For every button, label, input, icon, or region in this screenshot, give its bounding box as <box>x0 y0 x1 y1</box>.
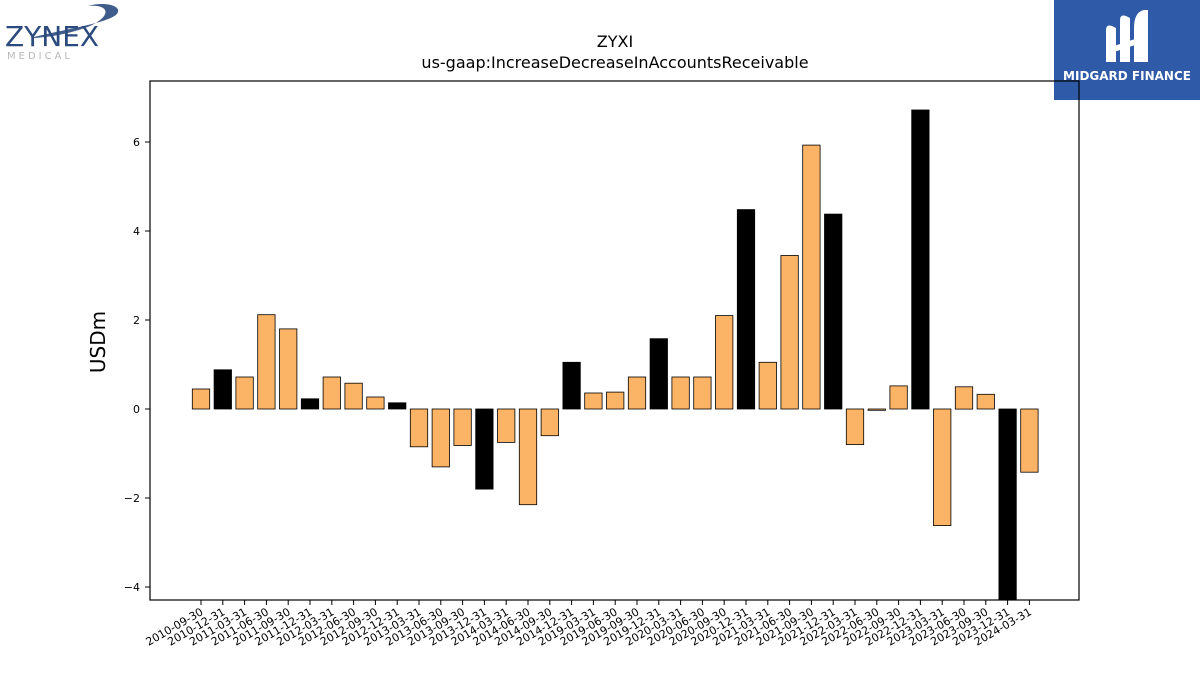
bar-2023-06-30 <box>954 386 974 410</box>
bar-2013-12-31 <box>475 408 494 490</box>
bar-2022-03-31 <box>845 408 865 445</box>
y-tick-label: 0 <box>133 403 140 416</box>
bar-2011-03-31 <box>235 376 254 410</box>
y-tick-label: −2 <box>124 492 140 505</box>
y-tick-label: 4 <box>133 225 140 238</box>
bar-2014-06-30 <box>518 408 538 506</box>
y-tick-label: 2 <box>133 314 140 327</box>
chart-title: ZYXI <box>597 32 633 51</box>
bar-2021-06-30 <box>780 255 799 410</box>
bar-2019-12-31 <box>649 338 668 410</box>
bars-group <box>191 109 1039 601</box>
bar-2020-03-31 <box>671 376 690 410</box>
bar-2014-09-30 <box>540 408 559 437</box>
midgard-finance-logo: MIDGARD FINANCE <box>1054 0 1200 100</box>
bar-2013-06-30 <box>431 408 450 468</box>
bar-2019-03-31 <box>584 392 603 410</box>
bar-2023-09-30 <box>976 393 995 410</box>
bar-2010-12-31 <box>213 369 232 410</box>
bar-2012-12-31 <box>388 402 407 410</box>
bar-2014-03-31 <box>497 408 516 443</box>
bar-2022-06-30 <box>867 408 886 411</box>
bar-2011-09-30 <box>279 328 298 410</box>
bar-2022-12-31 <box>911 109 930 410</box>
chart-subtitle: us-gaap:IncreaseDecreaseInAccountsReceiv… <box>421 53 808 72</box>
bar-2013-03-31 <box>409 408 429 448</box>
medical-logo-text: MEDICAL <box>7 51 73 62</box>
y-tick-label: −4 <box>124 581 140 594</box>
y-ticks-group: −4 −2 0 2 4 6 <box>124 136 150 594</box>
zynex-medical-logo: ZYNEX MEDICAL <box>5 4 119 62</box>
plot-frame <box>149 80 1080 601</box>
bar-2024-03-31 <box>1020 408 1039 473</box>
x-ticks-group: 2010-09-302010-12-312011-03-312011-06-30… <box>144 600 1034 649</box>
y-tick-label: 6 <box>133 136 140 149</box>
midgard-emblem-icon <box>1106 10 1148 62</box>
midgard-logo-text: MIDGARD FINANCE <box>1063 69 1191 83</box>
bar-2023-03-31 <box>933 408 952 526</box>
bar-2014-12-31 <box>562 361 581 410</box>
bar-2021-12-31 <box>824 213 843 410</box>
bar-2010-09-30 <box>191 388 211 410</box>
bar-2020-12-31 <box>736 209 756 410</box>
bar-2020-09-30 <box>715 315 734 410</box>
bar-2011-12-31 <box>300 398 320 410</box>
bar-2012-09-30 <box>366 396 385 410</box>
bar-2011-06-30 <box>257 314 276 410</box>
bar-2021-03-31 <box>758 361 777 410</box>
bar-2013-09-30 <box>453 408 472 446</box>
bar-2021-09-30 <box>802 144 821 410</box>
y-axis-label: USDm <box>86 311 110 373</box>
zynex-logo-text: ZYNEX <box>5 20 99 53</box>
bar-2012-06-30 <box>344 382 363 410</box>
bar-2020-06-30 <box>693 376 712 410</box>
bar-2012-03-31 <box>322 376 341 410</box>
bar-2023-12-31 <box>998 408 1017 601</box>
bar-2022-09-30 <box>889 385 908 410</box>
bar-2019-06-30 <box>606 391 625 410</box>
bar-2019-09-30 <box>627 376 647 410</box>
